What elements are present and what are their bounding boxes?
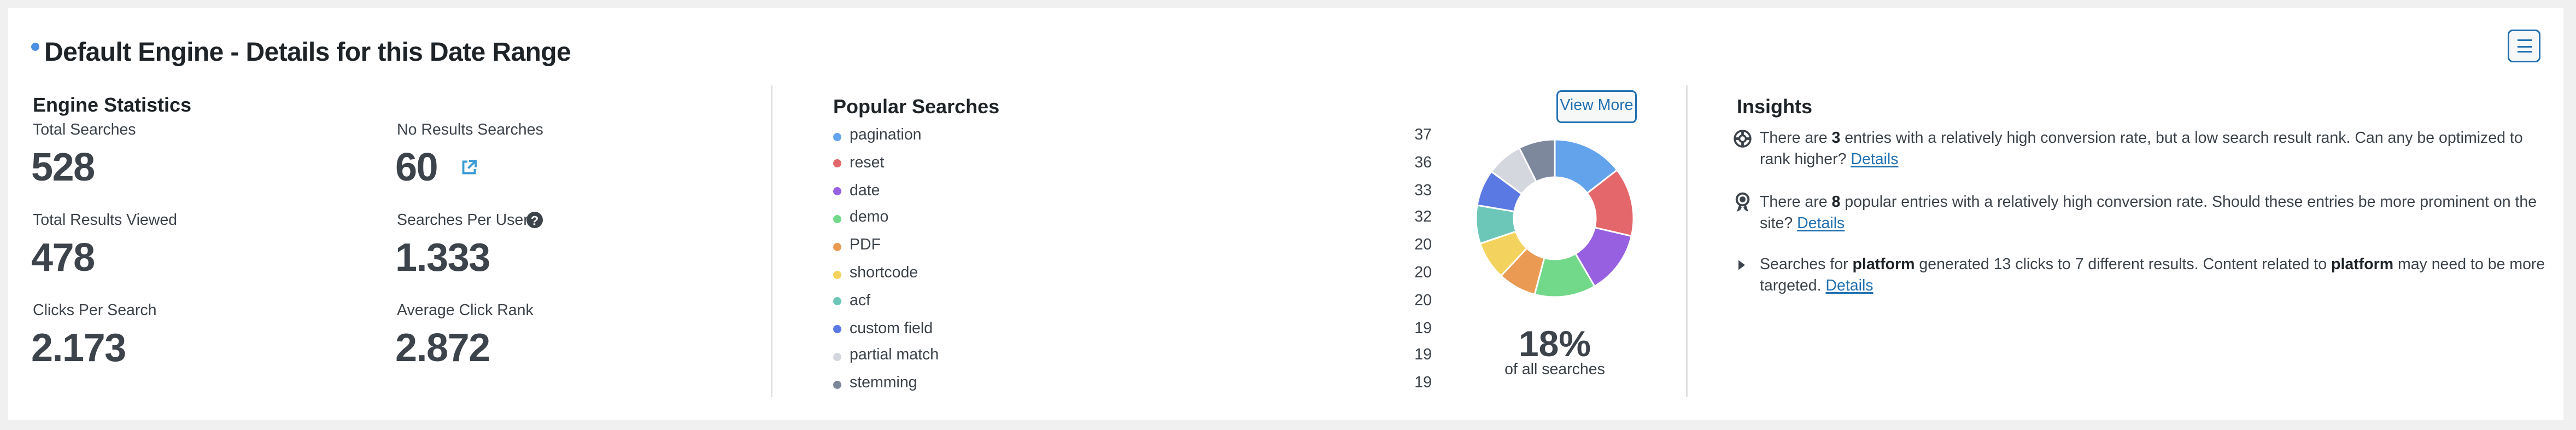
popular-search-item: reset 36 — [833, 154, 1432, 177]
stat-label: Clicks Per Search — [33, 302, 157, 320]
search-count: 37 — [1414, 126, 1432, 144]
insight-bold: 3 — [1831, 130, 1841, 148]
insight-text: generated 13 clicks to 7 different resul… — [1915, 256, 2332, 274]
stat-label: No Results Searches — [397, 121, 543, 140]
stat-value: 1.333 — [395, 236, 490, 281]
popular-search-item: partial match 19 — [833, 347, 1432, 370]
hamburger-icon-line — [2518, 45, 2532, 48]
popular-search-item: custom field 19 — [833, 319, 1432, 342]
legend-dot — [833, 187, 841, 196]
search-term: pagination — [850, 126, 922, 144]
search-count: 20 — [1414, 264, 1432, 282]
hamburger-icon-line — [2518, 51, 2532, 53]
column-divider — [771, 85, 772, 397]
insight-bold: 8 — [1831, 194, 1841, 212]
search-term: shortcode — [850, 264, 918, 282]
stat-value: 528 — [31, 146, 95, 190]
insight-text: There are — [1760, 130, 1832, 148]
legend-dot — [833, 132, 841, 141]
search-count: 36 — [1414, 154, 1432, 172]
details-link[interactable]: Details — [1797, 215, 1845, 233]
popular-search-item: shortcode 20 — [833, 264, 1432, 287]
insight-bold: platform — [2331, 256, 2394, 274]
search-term: partial match — [850, 347, 939, 365]
search-term: date — [850, 181, 880, 200]
search-term: PDF — [850, 236, 881, 255]
stat-value: 2.173 — [31, 327, 126, 371]
popular-search-item: stemming 19 — [833, 375, 1432, 398]
popular-search-item: date 33 — [833, 182, 1432, 205]
svg-text:?: ? — [531, 214, 539, 228]
life-ring-icon — [1734, 128, 1752, 149]
menu-button[interactable] — [2508, 30, 2540, 62]
caret-right-icon — [1734, 254, 1752, 276]
search-count: 20 — [1414, 292, 1432, 310]
insight-text: popular entries with a relatively high c… — [1760, 194, 2537, 233]
column-divider — [1686, 85, 1688, 397]
search-count: 33 — [1414, 181, 1432, 200]
legend-dot — [833, 325, 841, 334]
search-term: stemming — [850, 374, 917, 393]
insight-item: There are 8 popular entries with a relat… — [1735, 192, 2547, 235]
search-term: acf — [850, 292, 871, 310]
legend-dot — [833, 159, 841, 168]
search-count: 19 — [1414, 319, 1432, 338]
award-ribbon-icon — [1734, 192, 1752, 213]
search-term: demo — [850, 209, 889, 228]
hamburger-icon — [2518, 39, 2532, 42]
legend-dot — [833, 380, 841, 389]
legend-dot — [833, 242, 841, 251]
stat-label: Total Results Viewed — [33, 212, 178, 230]
insight-item: Searches for platform generated 13 click… — [1738, 254, 2547, 297]
insight-text: entries with a relatively high conversio… — [1760, 130, 2523, 169]
percent-of-searches: 18% — [1518, 323, 1591, 364]
stat-value: 60 — [395, 146, 438, 190]
engine-details-card: Default Engine - Details for this Date R… — [8, 8, 2563, 420]
stat-value: 478 — [31, 236, 95, 281]
external-link-icon[interactable] — [461, 159, 477, 176]
search-count: 32 — [1414, 209, 1432, 228]
popular-searches-heading: Popular Searches — [833, 95, 1000, 118]
details-link[interactable]: Details — [1825, 277, 1874, 295]
search-term: custom field — [850, 319, 933, 338]
insight-text: Searches for — [1760, 256, 1853, 274]
popular-search-item: PDF 20 — [833, 237, 1432, 260]
insight-bold: platform — [1852, 256, 1915, 274]
stat-label: Total Searches — [33, 121, 136, 140]
details-link[interactable]: Details — [1851, 151, 1899, 169]
search-count: 20 — [1414, 236, 1432, 255]
percent-caption: of all searches — [1504, 361, 1605, 379]
insight-text: There are — [1760, 194, 1832, 212]
status-dot-icon — [31, 43, 39, 51]
popular-searches-donut-chart — [1475, 138, 1635, 298]
insight-item: There are 3 entries with a relatively hi… — [1734, 128, 2547, 171]
insights-heading: Insights — [1737, 95, 1813, 118]
legend-dot — [833, 297, 841, 306]
popular-search-item: demo 32 — [833, 209, 1432, 232]
page-title: Default Engine - Details for this Date R… — [44, 39, 571, 67]
stat-label: Average Click Rank — [397, 302, 534, 320]
view-more-button[interactable]: View More — [1556, 90, 1637, 123]
insight-text: may need to be more targeted. — [1760, 256, 2545, 295]
help-icon[interactable]: ? — [526, 212, 543, 228]
stat-label: Searches Per User — [397, 212, 529, 230]
popular-search-item: acf 20 — [833, 292, 1432, 315]
engine-statistics-heading: Engine Statistics — [33, 94, 192, 117]
donut-slice-stemming — [1518, 138, 1556, 183]
search-count: 19 — [1414, 374, 1432, 393]
legend-dot — [833, 352, 841, 361]
legend-dot — [833, 214, 841, 223]
popular-search-item: pagination 37 — [833, 126, 1432, 149]
search-count: 19 — [1414, 347, 1432, 365]
legend-dot — [833, 270, 841, 278]
stat-value: 2.872 — [395, 327, 490, 371]
search-term: reset — [850, 154, 885, 172]
